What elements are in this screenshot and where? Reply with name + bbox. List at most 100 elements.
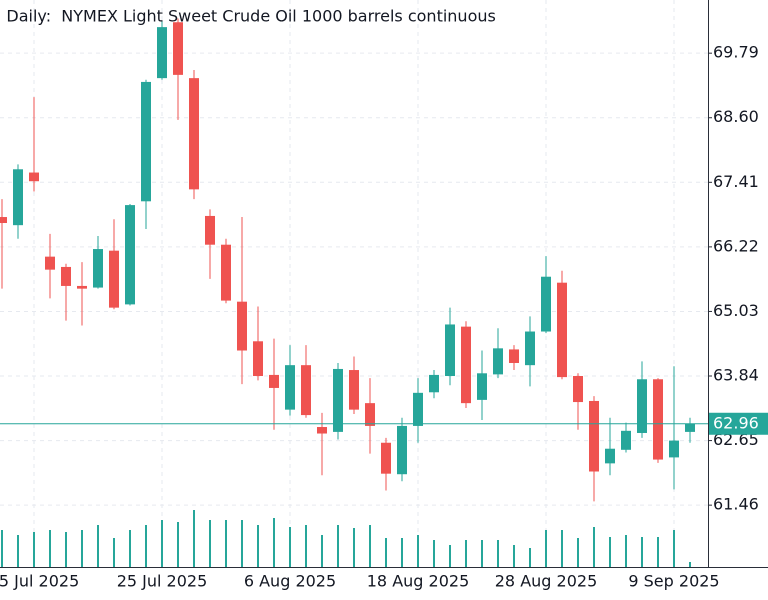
candle-body — [525, 331, 535, 366]
candle-body — [573, 376, 583, 403]
volume-bar — [1, 530, 3, 567]
candle-body — [237, 301, 247, 351]
volume-bar — [673, 530, 675, 567]
y-tick-label: 66.22 — [713, 236, 759, 255]
y-tick-label: 61.46 — [713, 495, 759, 514]
volume-bar — [513, 545, 515, 567]
volume-bar — [113, 538, 115, 567]
candle-body — [541, 276, 551, 332]
candle-body — [29, 172, 39, 182]
volume-bar — [289, 527, 291, 567]
volume-layer — [1, 510, 691, 567]
volume-bar — [241, 520, 243, 567]
volume-bar — [257, 525, 259, 567]
volume-bar — [593, 527, 595, 567]
candle-body — [13, 169, 23, 226]
volume-bar — [369, 525, 371, 567]
candle-body — [317, 427, 327, 434]
candle-body — [205, 215, 215, 245]
volume-bar — [561, 530, 563, 567]
candle-body — [669, 440, 679, 458]
candle-body — [157, 27, 167, 79]
candle-layer — [0, 18, 708, 502]
volume-bar — [609, 537, 611, 567]
volume-bar — [481, 540, 483, 567]
x-tick-label: 28 Aug 2025 — [495, 572, 598, 591]
candle-body — [445, 324, 455, 377]
candle-body — [605, 448, 615, 464]
candle-body — [621, 430, 631, 450]
candle-body — [301, 365, 311, 416]
volume-bar — [225, 520, 227, 567]
volume-bar — [321, 535, 323, 567]
candle-body — [253, 341, 263, 377]
candle-body — [413, 392, 423, 426]
x-tick-label: 18 Aug 2025 — [367, 572, 470, 591]
volume-bar — [145, 525, 147, 567]
candle-body — [509, 349, 519, 363]
current-price-box — [709, 412, 768, 435]
volume-bar — [193, 510, 195, 567]
candle-body — [381, 442, 391, 474]
y-tick-label: 63.84 — [713, 366, 759, 385]
candle-body — [637, 379, 647, 433]
candle-body — [397, 425, 407, 475]
volume-bar — [273, 518, 275, 567]
volume-bar — [657, 537, 659, 567]
candle-body — [589, 400, 599, 472]
volume-bar — [417, 535, 419, 567]
candle-body — [0, 217, 7, 224]
volume-bar — [353, 528, 355, 567]
candle-body — [45, 256, 55, 270]
volume-bar — [49, 530, 51, 567]
candle-body — [221, 244, 231, 301]
axes: 61.46 62.65 63.84 65.03 66.22 67.41 68.60 69.79… — [0, 43, 768, 591]
volume-bar — [209, 520, 211, 567]
candle-body — [349, 370, 359, 410]
volume-bar — [545, 530, 547, 567]
volume-bar — [161, 520, 163, 567]
candle-body — [61, 266, 71, 286]
candle-body — [269, 374, 279, 388]
volume-bar — [497, 540, 499, 567]
volume-bar — [33, 532, 35, 567]
candle-body — [461, 326, 471, 404]
volume-bar — [577, 538, 579, 567]
volume-bar — [401, 538, 403, 567]
candle-body — [653, 379, 663, 460]
candle-body — [93, 249, 103, 288]
x-tick-label: 9 Sep 2025 — [628, 572, 719, 591]
current-price-label: 62.96 — [713, 413, 759, 432]
candle-body — [557, 282, 567, 378]
volume-bar — [305, 525, 307, 567]
candle-body — [333, 368, 343, 432]
x-tick-label: 15 Jul 2025 — [0, 572, 79, 591]
volume-bar — [337, 525, 339, 567]
volume-bar — [81, 530, 83, 567]
volume-bar — [129, 530, 131, 567]
x-tick-label: 6 Aug 2025 — [244, 572, 336, 591]
y-tick-label: 68.60 — [713, 107, 759, 126]
volume-bar — [177, 522, 179, 567]
volume-bar — [625, 535, 627, 567]
volume-bar — [97, 525, 99, 567]
volume-bar — [385, 538, 387, 567]
y-tick-label: 69.79 — [713, 43, 759, 62]
y-tick-label: 67.41 — [713, 172, 759, 191]
volume-bar — [689, 562, 691, 567]
volume-bar — [641, 537, 643, 567]
candle-body — [685, 423, 695, 432]
candle-body — [173, 22, 183, 75]
volume-bar — [65, 532, 67, 567]
chart-title: OIL, Daily: NYMEX Light Sweet Crude Oil … — [0, 7, 496, 26]
candle-body — [477, 373, 487, 400]
candle-body — [285, 365, 295, 410]
y-tick-label: 65.03 — [713, 301, 759, 320]
candle-body — [365, 403, 375, 426]
candle-body — [125, 205, 135, 305]
candle-body — [141, 81, 151, 202]
x-tick-label: 25 Jul 2025 — [117, 572, 208, 591]
candle-body — [109, 250, 119, 308]
volume-bar — [465, 540, 467, 567]
